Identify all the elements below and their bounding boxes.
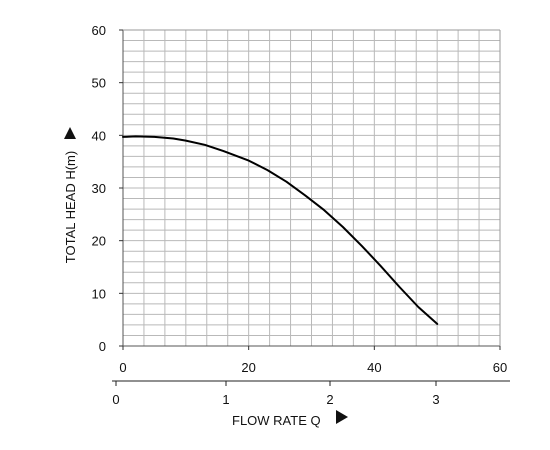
x-tick-label: 0 bbox=[119, 360, 126, 375]
x-axis-ticks: 0 20 40 60 bbox=[119, 346, 507, 375]
grid-horizontal bbox=[123, 40, 500, 336]
secondary-x-axis: 0 1 2 3 bbox=[112, 380, 510, 407]
y-tick-label: 60 bbox=[92, 23, 106, 38]
x-tick-label: 60 bbox=[493, 360, 507, 375]
series-line bbox=[122, 135, 439, 325]
secondary-x-tick-label: 0 bbox=[112, 392, 119, 407]
x-tick-label: 40 bbox=[367, 360, 381, 375]
y-tick-label: 20 bbox=[92, 234, 106, 249]
y-tick-label: 10 bbox=[92, 286, 106, 301]
right-triangle-icon bbox=[336, 410, 348, 424]
y-tick-label: 30 bbox=[92, 181, 106, 196]
secondary-x-tick-label: 3 bbox=[432, 392, 439, 407]
x-tick-label: 20 bbox=[241, 360, 255, 375]
y-tick-label: 40 bbox=[92, 128, 106, 143]
secondary-x-tick-label: 1 bbox=[222, 392, 229, 407]
up-triangle-icon bbox=[64, 127, 76, 139]
secondary-x-tick-label: 2 bbox=[326, 392, 333, 407]
y-axis-ticks: 0 10 20 30 40 50 60 bbox=[92, 23, 123, 354]
y-tick-label: 0 bbox=[99, 339, 106, 354]
y-tick-label: 50 bbox=[92, 76, 106, 91]
y-axis-title: TOTAL HEAD H(m) bbox=[63, 151, 78, 263]
x-axis-title: FLOW RATE Q bbox=[232, 413, 321, 428]
